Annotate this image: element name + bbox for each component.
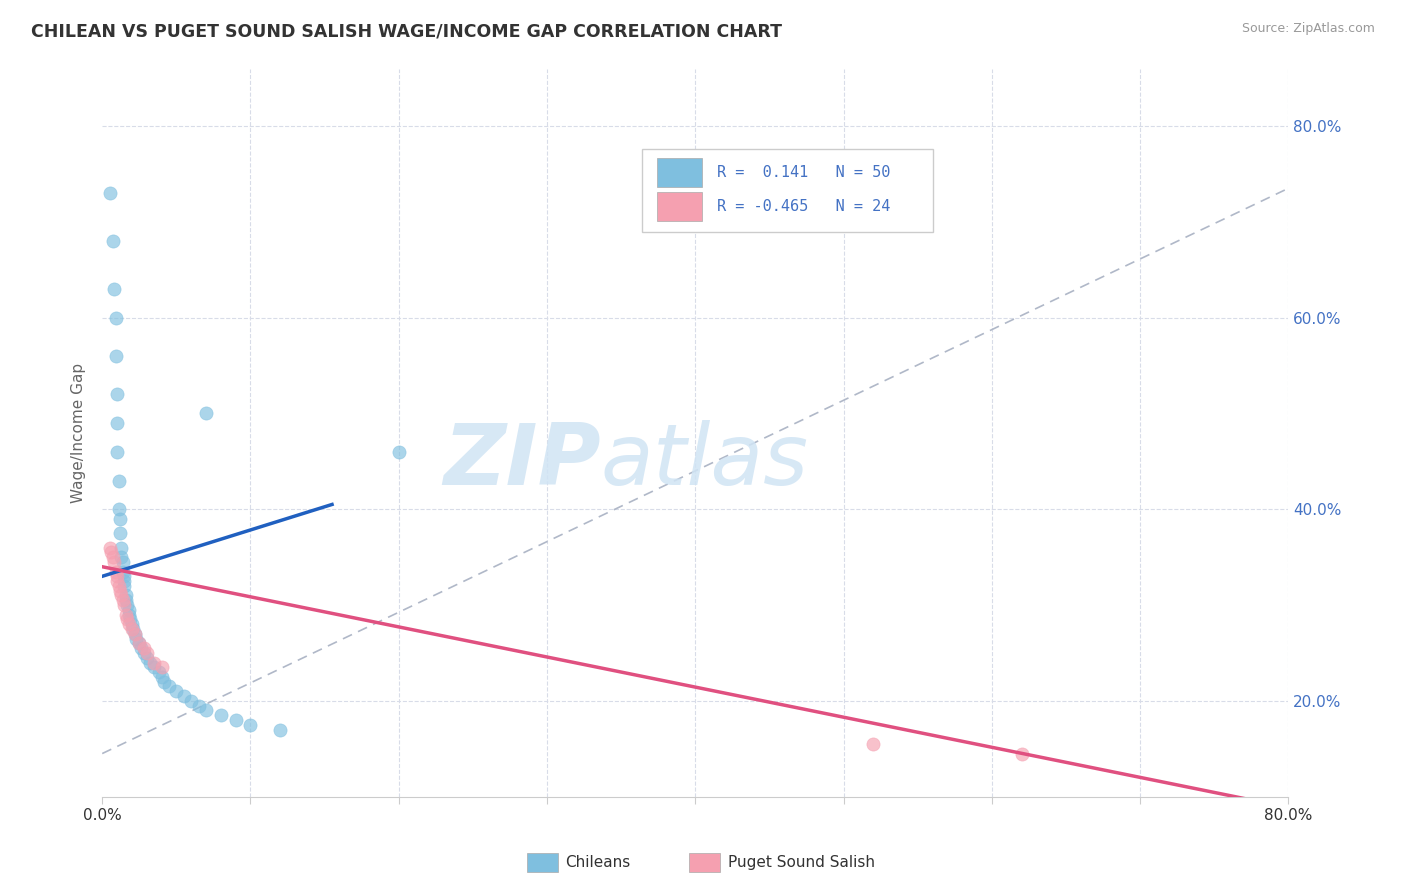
Point (98, 541, 121, 555)
Point (862, 737, 884, 751)
Point (269, 723, 291, 737)
Point (110, 589, 132, 603)
Text: Puget Sound Salish: Puget Sound Salish (728, 855, 876, 870)
FancyBboxPatch shape (643, 149, 932, 232)
Text: R =  0.141   N = 50: R = 0.141 N = 50 (717, 165, 890, 180)
Point (138, 656, 160, 670)
Point (105, 569, 128, 583)
Point (128, 636, 150, 650)
Text: CHILEAN VS PUGET SOUND SALISH WAGE/INCOME GAP CORRELATION CHART: CHILEAN VS PUGET SOUND SALISH WAGE/INCOM… (31, 22, 782, 40)
Point (105, 387, 128, 401)
FancyBboxPatch shape (658, 158, 703, 187)
Point (100, 545, 122, 559)
Point (225, 713, 247, 727)
Point (1011, 747, 1033, 761)
Point (118, 617, 141, 632)
Point (129, 641, 152, 656)
Point (101, 550, 124, 565)
Point (209, 708, 232, 723)
Y-axis label: Wage/Income Gap: Wage/Income Gap (72, 362, 86, 503)
Text: atlas: atlas (600, 420, 808, 503)
Point (107, 474, 129, 488)
Text: Chileans: Chileans (565, 855, 630, 870)
Point (118, 607, 141, 622)
Point (114, 598, 136, 612)
Point (165, 684, 187, 698)
Text: R = -0.465   N = 24: R = -0.465 N = 24 (717, 199, 890, 214)
Point (195, 406, 218, 420)
Point (103, 282, 125, 296)
Point (104, 565, 127, 579)
Point (180, 694, 202, 708)
Point (103, 555, 125, 569)
Point (111, 555, 134, 569)
Point (120, 612, 142, 626)
Text: Source: ZipAtlas.com: Source: ZipAtlas.com (1241, 22, 1375, 36)
Point (111, 565, 134, 579)
Point (195, 703, 218, 717)
Point (114, 574, 136, 588)
Point (132, 646, 155, 660)
Point (104, 349, 127, 363)
Point (115, 593, 138, 607)
Point (239, 718, 262, 732)
Point (153, 674, 176, 689)
Point (117, 598, 139, 612)
Point (173, 689, 195, 703)
Point (121, 617, 143, 632)
Point (107, 579, 129, 593)
Point (124, 627, 146, 641)
Point (187, 698, 209, 713)
Point (124, 627, 146, 641)
Point (108, 526, 131, 541)
Point (98, 186, 121, 200)
Point (122, 622, 145, 636)
Point (135, 646, 157, 660)
Point (108, 512, 131, 526)
Point (117, 612, 139, 626)
Point (110, 550, 132, 565)
Point (157, 680, 180, 694)
Point (143, 656, 166, 670)
Point (143, 660, 166, 674)
Point (388, 444, 411, 458)
Point (115, 607, 138, 622)
Point (115, 589, 138, 603)
Point (108, 583, 131, 598)
Point (121, 622, 143, 636)
Point (150, 660, 173, 674)
Point (114, 569, 136, 583)
Point (104, 310, 127, 325)
Point (118, 603, 141, 617)
Point (107, 502, 129, 516)
Text: ZIP: ZIP (443, 420, 600, 503)
Point (125, 632, 148, 646)
Point (105, 444, 128, 458)
Point (105, 416, 128, 430)
Point (148, 665, 170, 679)
Point (111, 593, 134, 607)
Point (101, 234, 124, 248)
Point (128, 636, 150, 650)
Point (132, 641, 155, 656)
Point (110, 541, 132, 555)
Point (105, 574, 128, 588)
Point (135, 650, 157, 665)
Point (150, 670, 173, 684)
FancyBboxPatch shape (658, 192, 703, 220)
Point (114, 579, 136, 593)
